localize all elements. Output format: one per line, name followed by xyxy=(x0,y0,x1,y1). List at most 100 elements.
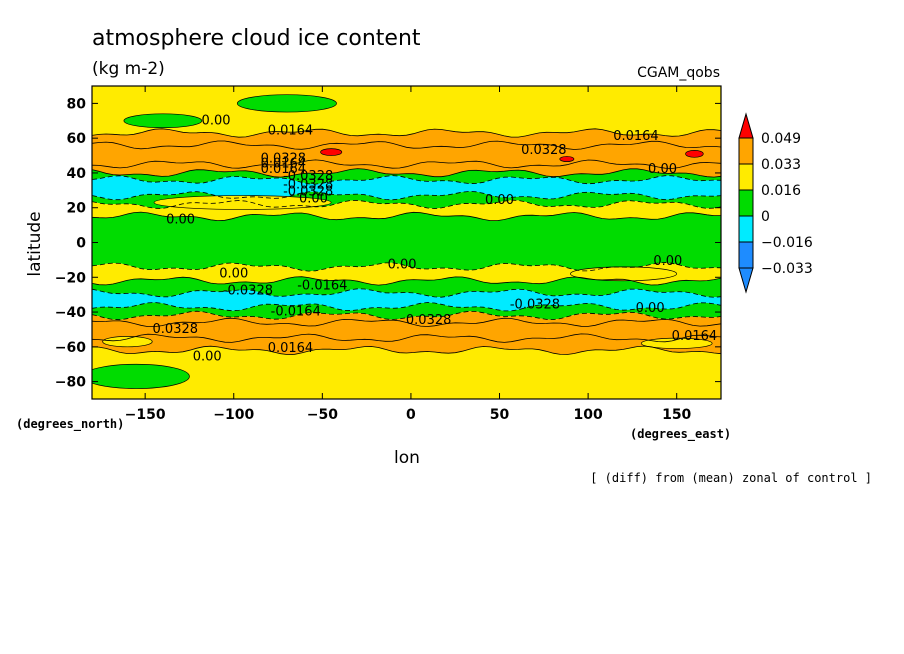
x-axis: −150 −100 −50 0 50 100 150 xyxy=(125,86,692,423)
colorbar-extend-top xyxy=(738,112,754,139)
contour-line-2 xyxy=(92,159,721,169)
contour-line-10 xyxy=(92,288,721,298)
x-tick-label-4: 50 xyxy=(490,407,510,423)
colorbar-label-5: 0.049 xyxy=(761,131,801,147)
contour-label-21: 0.0328 xyxy=(153,322,199,337)
patch-8 xyxy=(102,336,153,348)
colorbar-label-2: 0 xyxy=(761,209,770,225)
band-8 xyxy=(92,212,721,272)
y-tick-label-4: 0 xyxy=(76,236,86,252)
contour-label-6: 0.0164 xyxy=(261,162,307,177)
y-tick-label-7: −60 xyxy=(55,340,86,356)
contour-label-9: -0.0328 xyxy=(283,185,333,200)
contour-label-5: 0.0164 xyxy=(261,157,307,172)
contour-line-8 xyxy=(92,262,721,272)
contour-label-3: 0.0328 xyxy=(521,143,567,158)
contour-line-13 xyxy=(92,317,721,327)
contour-label-0: 0.00 xyxy=(202,113,231,128)
x-tick-label-6: 150 xyxy=(662,407,691,423)
contour-label-14: 0.00 xyxy=(219,266,248,281)
band-12 xyxy=(92,302,721,320)
contour-label-12: 0.00 xyxy=(485,193,514,208)
model-label: CGAM_qobs xyxy=(637,65,720,81)
x-tick-label-1: −100 xyxy=(213,407,254,423)
contour-label-2: 0.0164 xyxy=(613,129,659,144)
contour-label-1: 0.0164 xyxy=(268,124,314,139)
colorbar-label-1: −0.016 xyxy=(761,235,813,251)
band-16 xyxy=(92,346,721,399)
contour-line-5 xyxy=(92,190,721,201)
colorbar-seg-4 xyxy=(738,241,754,269)
x-axis-title: lon xyxy=(394,448,420,468)
contour-label-4: 0.0328 xyxy=(261,152,307,167)
contour-label-18: -0.0164 xyxy=(297,278,347,293)
contour-line-6 xyxy=(92,199,721,210)
band-10 xyxy=(92,276,721,298)
y-axis: 80 60 40 20 0 −20 −40 −60 −80 xyxy=(55,96,721,391)
colorbar-seg-2 xyxy=(738,189,754,217)
y-tick-label-6: −40 xyxy=(55,305,86,321)
contour-label-7: -0.0328 xyxy=(283,169,333,184)
patch-3 xyxy=(320,148,343,156)
band-4 xyxy=(92,168,721,185)
y-tick-label-0: 80 xyxy=(67,96,87,112)
chart-units: (kg m-2) xyxy=(92,59,165,79)
contour-label-23: 0.0164 xyxy=(672,329,718,344)
contour-line-9 xyxy=(92,276,721,286)
contour-line-14 xyxy=(92,333,721,343)
contour-label-22: 0.0328 xyxy=(406,313,452,328)
x-units-label: (degrees_east) xyxy=(630,427,731,442)
x-tick-label-2: −50 xyxy=(307,407,338,423)
band-13 xyxy=(92,311,721,327)
contour-line-11 xyxy=(92,302,721,312)
patch-1 xyxy=(123,113,203,129)
x-tick-label-3: 0 xyxy=(406,407,416,423)
contour-label-25: 0.00 xyxy=(193,350,222,365)
contour-label-17: -0.0328 xyxy=(223,284,273,299)
contour-label-24: 0.0164 xyxy=(268,341,314,356)
y-tick-label-8: −80 xyxy=(55,375,86,391)
patch-0 xyxy=(236,94,337,113)
y-axis-title: latitude xyxy=(25,211,45,276)
contour-label-15: 0.00 xyxy=(388,258,417,273)
footnote: [ (diff) from (mean) zonal of control ] xyxy=(590,471,872,485)
y-tick-label-1: 60 xyxy=(67,131,87,147)
contour-label-13: 0.00 xyxy=(166,212,195,227)
y-units-label: (degrees_north) xyxy=(16,417,124,432)
patch-9 xyxy=(640,337,713,349)
patch-4 xyxy=(559,156,575,162)
band-3 xyxy=(92,159,721,178)
colorbar-extend-bottom xyxy=(738,267,754,294)
y-tick-label-5: −20 xyxy=(55,270,86,286)
colorbar-label-3: 0.016 xyxy=(761,183,801,199)
y-tick-label-2: 40 xyxy=(67,166,87,182)
band-11 xyxy=(92,288,721,311)
contour-labels: 0.000.0164 0.01640.03280.03280.01640.0164… xyxy=(153,113,718,364)
colorbar-label-4: 0.033 xyxy=(761,157,801,173)
colorbar-seg-1 xyxy=(738,163,754,191)
band-1 xyxy=(92,128,721,150)
contour-label-20: -0.0164 xyxy=(271,305,321,320)
contour-lines xyxy=(92,128,721,356)
contour-line-7 xyxy=(92,211,721,222)
plot-area xyxy=(92,86,721,399)
chart-title: atmosphere cloud ice content xyxy=(92,26,421,51)
colorbar: −0.033 −0.016 0 0.016 0.033 0.049 xyxy=(738,112,813,294)
contour-line-4 xyxy=(92,175,721,185)
y-tick-label-3: 20 xyxy=(67,201,87,217)
contour-label-10: 0.00 xyxy=(299,192,328,207)
contour-label-8: -0.0328 xyxy=(283,178,333,193)
contour-label-26: 0.00 xyxy=(636,301,665,316)
band-14 xyxy=(92,318,721,343)
x-tick-label-0: −150 xyxy=(125,407,166,423)
contour-line-12 xyxy=(92,310,721,321)
colorbar-seg-3 xyxy=(738,215,754,243)
patch-6 xyxy=(153,195,332,210)
colorbar-seg-0 xyxy=(738,137,754,165)
patch-5 xyxy=(685,149,704,158)
contour-label-16: 0.00 xyxy=(653,254,682,269)
contour-line-0 xyxy=(92,128,721,138)
x-tick-label-5: 100 xyxy=(573,407,602,423)
band-9 xyxy=(92,262,721,286)
